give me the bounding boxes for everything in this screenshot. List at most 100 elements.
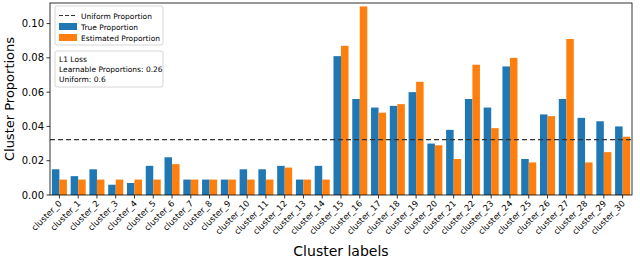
bar xyxy=(379,113,387,195)
bar xyxy=(146,166,154,195)
bar xyxy=(360,6,368,195)
x-tick xyxy=(115,195,116,199)
bar xyxy=(585,162,593,195)
bar xyxy=(303,180,311,195)
x-tick xyxy=(528,195,529,199)
bar xyxy=(97,180,105,195)
bar xyxy=(409,92,417,195)
bar xyxy=(548,116,556,195)
x-tick xyxy=(341,195,342,199)
x-tick xyxy=(284,195,285,199)
x-tick xyxy=(378,195,379,199)
bar xyxy=(322,180,330,195)
bar xyxy=(172,164,180,195)
x-tick xyxy=(322,195,323,199)
x-tick xyxy=(434,195,435,199)
bar xyxy=(228,180,236,195)
bar xyxy=(116,180,124,195)
bar xyxy=(258,169,266,195)
bar xyxy=(277,166,285,195)
y-tick xyxy=(47,160,51,161)
y-tick-label: 0.08 xyxy=(22,52,44,63)
bar xyxy=(566,39,574,195)
bar xyxy=(578,118,586,195)
annotation-text: Learnable Proportions: 0.26 xyxy=(59,65,163,74)
x-tick xyxy=(209,195,210,199)
y-tick xyxy=(47,195,51,196)
plot-frame xyxy=(50,3,632,195)
bar xyxy=(71,176,79,195)
y-tick-label: 0.10 xyxy=(22,18,44,29)
x-tick xyxy=(547,195,548,199)
x-tick xyxy=(134,195,135,199)
bar xyxy=(153,180,161,195)
bar xyxy=(266,180,274,195)
bar xyxy=(52,169,60,195)
legend-swatch xyxy=(59,15,77,16)
x-tick xyxy=(59,195,60,199)
y-tick-label: 0.00 xyxy=(22,190,44,201)
x-tick xyxy=(228,195,229,199)
x-tick xyxy=(622,195,623,199)
annotation: L1 LossLearnable Proportions: 0.26Unifor… xyxy=(55,51,163,87)
legend-swatch xyxy=(59,23,77,30)
bar xyxy=(472,65,480,195)
y-tick-label: 0.06 xyxy=(22,87,44,98)
x-tick xyxy=(172,195,173,199)
bar xyxy=(165,157,173,195)
annotation-text: Uniform: 0.6 xyxy=(59,75,106,84)
x-tick xyxy=(78,195,79,199)
x-tick xyxy=(416,195,417,199)
legend-label: Estimated Proportion xyxy=(81,34,160,43)
x-tick xyxy=(491,195,492,199)
bar xyxy=(529,162,537,195)
bar xyxy=(352,99,360,195)
bar xyxy=(108,185,116,195)
bar xyxy=(454,159,462,195)
bar xyxy=(296,180,304,195)
x-tick xyxy=(509,195,510,199)
x-tick xyxy=(585,195,586,199)
x-tick-label: cluster_30 xyxy=(589,198,627,236)
bar xyxy=(559,99,567,195)
y-tick-label: 0.04 xyxy=(22,121,44,132)
bar xyxy=(390,106,398,195)
x-tick xyxy=(247,195,248,199)
reference-line xyxy=(50,139,632,140)
y-tick xyxy=(47,92,51,93)
legend-label: True Proportion xyxy=(80,23,138,32)
bar xyxy=(540,114,548,195)
bar xyxy=(615,126,623,195)
x-tick xyxy=(265,195,266,199)
x-tick xyxy=(472,195,473,199)
legend-label: Uniform Proportion xyxy=(81,12,152,21)
bar xyxy=(521,159,529,195)
bar xyxy=(183,180,191,195)
bar xyxy=(202,180,210,195)
bar xyxy=(78,180,86,195)
bar xyxy=(502,66,510,195)
bar xyxy=(191,180,199,195)
bar xyxy=(341,46,349,195)
legend-box xyxy=(55,6,163,45)
bar xyxy=(484,108,492,195)
y-tick xyxy=(47,126,51,127)
x-tick xyxy=(566,195,567,199)
bar xyxy=(427,144,435,195)
bar xyxy=(59,180,67,195)
y-tick xyxy=(47,23,51,24)
x-tick xyxy=(153,195,154,199)
x-tick xyxy=(303,195,304,199)
bar xyxy=(315,166,323,195)
bar xyxy=(596,121,604,195)
bar xyxy=(333,56,341,195)
bar xyxy=(247,180,255,195)
bar xyxy=(416,82,424,195)
bar xyxy=(221,180,229,195)
x-tick xyxy=(453,195,454,199)
bar xyxy=(89,169,97,195)
plot-marks xyxy=(50,6,632,195)
x-tick xyxy=(96,195,97,199)
legend: Uniform Proportion True Proportion Estimat… xyxy=(55,6,163,45)
x-tick xyxy=(603,195,604,199)
